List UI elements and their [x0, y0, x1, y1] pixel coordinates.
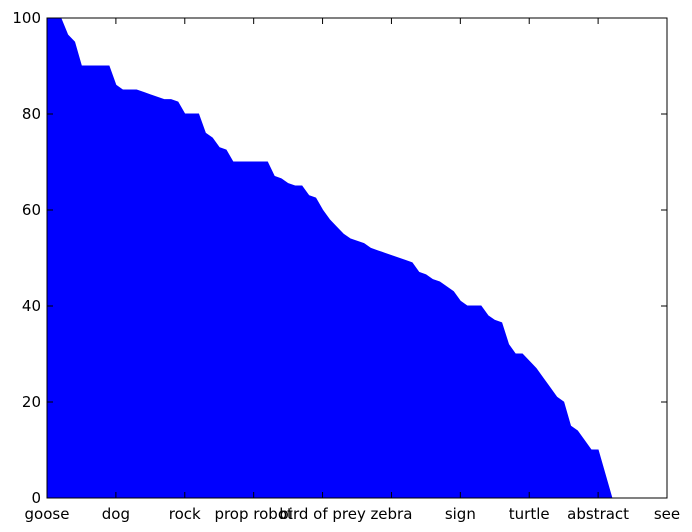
plot-area — [46, 17, 667, 499]
x-tick-label: sign — [445, 505, 476, 523]
x-tick-label: zebra — [370, 505, 412, 523]
x-tick-label: bird of prey — [279, 505, 366, 523]
area-series-0 — [46, 17, 667, 499]
x-tick-label: prop robot — [214, 505, 293, 523]
y-tick-label: 40 — [22, 297, 41, 315]
x-tick-label: abstract — [567, 505, 629, 523]
y-tick-label: 20 — [22, 393, 41, 411]
y-tick-label: 60 — [22, 201, 41, 219]
plot-frame — [46, 17, 668, 499]
y-tick-label: 100 — [12, 9, 41, 27]
x-tick-label: dog — [102, 505, 130, 523]
y-tick-label: 80 — [22, 105, 41, 123]
x-tick-label: rock — [169, 505, 201, 523]
y-axis: 0 20 40 60 80 100 — [12, 9, 667, 507]
x-tick-label: see — [654, 505, 680, 523]
y-tick-label: 0 — [31, 489, 41, 507]
x-tick-label: turtle — [509, 505, 550, 523]
x-tick-label: goose — [25, 505, 70, 523]
